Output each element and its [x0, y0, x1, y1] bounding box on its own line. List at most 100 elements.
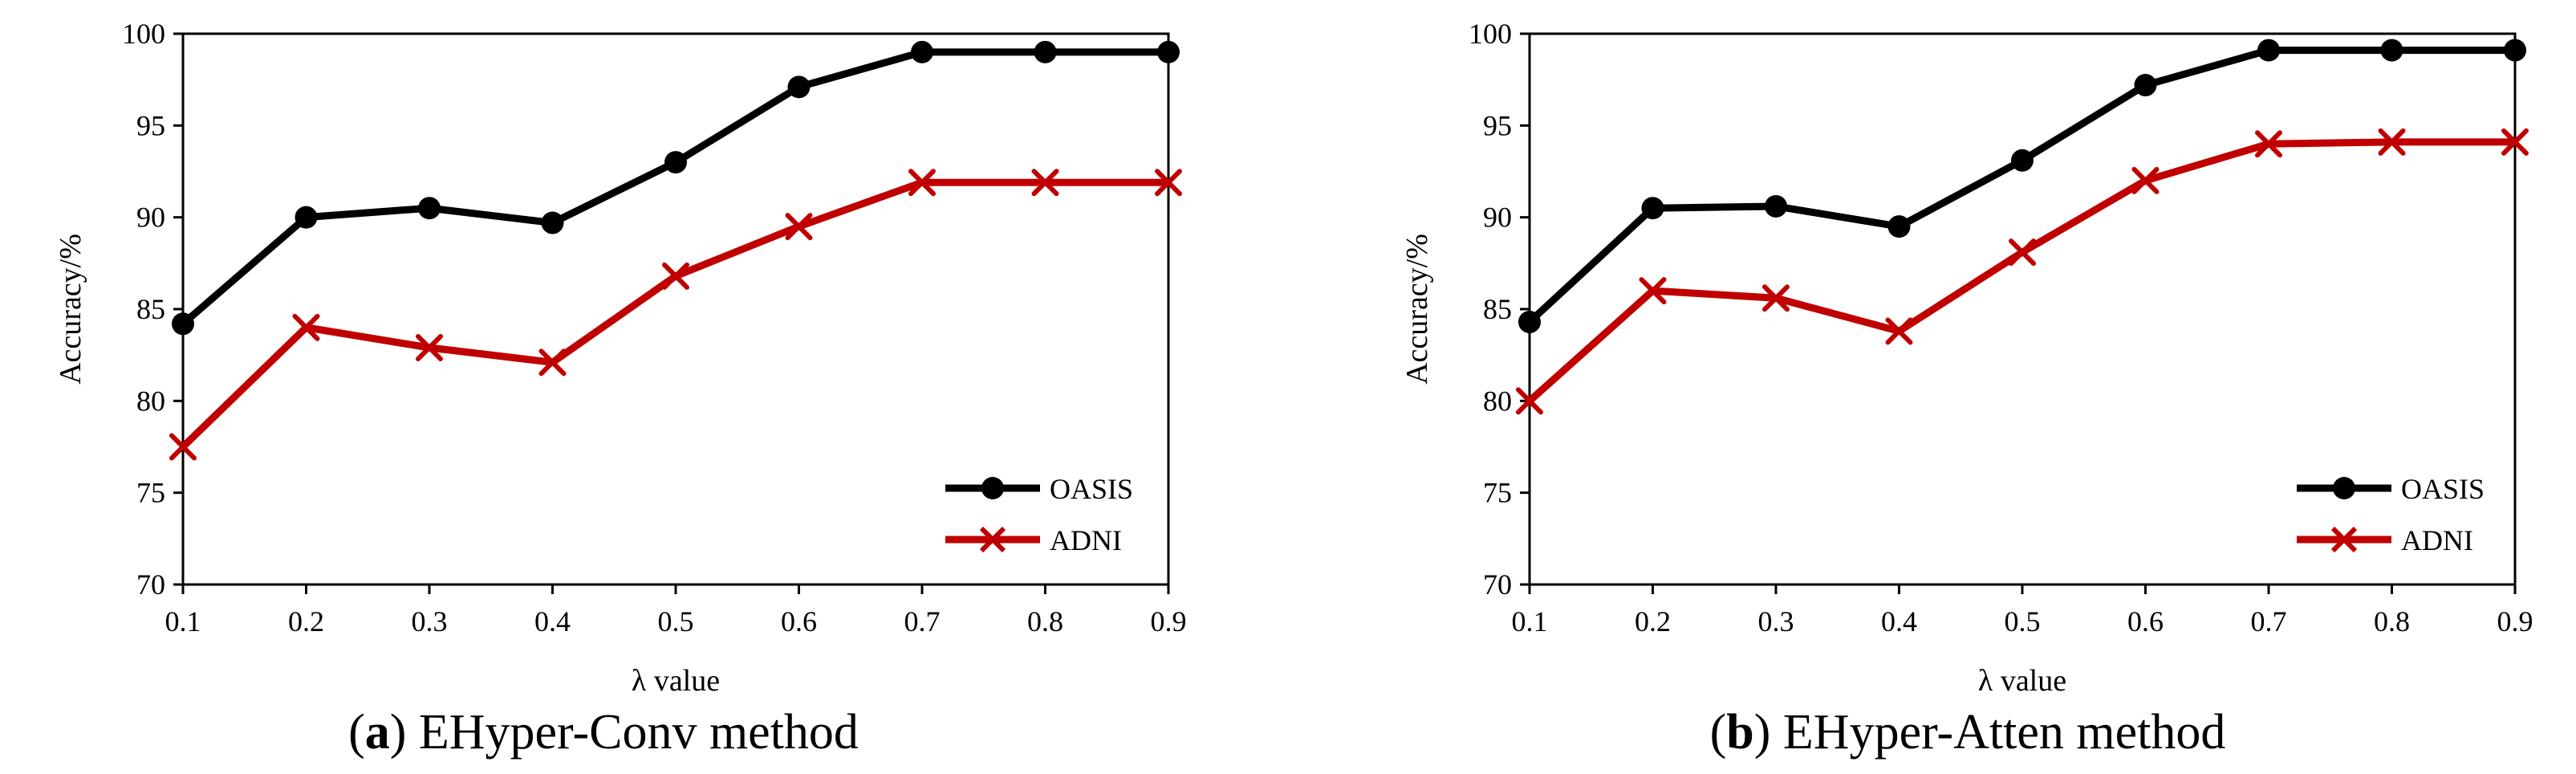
plot-area-frame [1528, 32, 2517, 586]
plot-area-frame [181, 32, 1170, 586]
x-axis-title: λ value [632, 664, 720, 698]
y-tick-label: 85 [1483, 293, 1512, 325]
data-point-oasis [2380, 39, 2403, 62]
data-point-adni [1516, 387, 1543, 415]
data-point-oasis [911, 40, 933, 63]
data-point-oasis [1887, 215, 1911, 238]
data-point-oasis [2134, 74, 2157, 97]
x-tick-label: 0.7 [2251, 605, 2287, 638]
data-point-adni [2501, 128, 2529, 156]
y-tick-label: 100 [1469, 18, 1512, 50]
data-point-adni [1031, 169, 1059, 197]
data-point-adni [538, 348, 567, 377]
data-point-adni [785, 213, 813, 241]
data-point-oasis [2504, 39, 2526, 62]
legend-swatch-marker [2330, 526, 2358, 553]
caption-open-paren: ( [348, 705, 365, 760]
legend: OASIS ADNI [945, 473, 1133, 556]
y-tick-label: 90 [136, 202, 165, 234]
x-tick-label: 0.2 [288, 605, 324, 638]
series-line-adni [179, 178, 1172, 450]
legend-label: OASIS [1050, 473, 1133, 505]
series-oasis [172, 40, 1180, 336]
x-tick-label: 0.1 [165, 605, 201, 638]
legend-label: ADNI [2401, 524, 2473, 556]
data-point-oasis [172, 312, 194, 336]
series-line-oasis [1526, 47, 2519, 326]
y-tick-label: 80 [1483, 385, 1512, 417]
x-tick-label: 0.5 [2005, 605, 2041, 638]
data-point-oasis [1765, 194, 1787, 218]
legend-label: ADNI [1050, 524, 1122, 556]
data-point-adni [1762, 284, 1790, 312]
data-point-oasis [1641, 197, 1664, 220]
data-point-adni [416, 334, 443, 362]
x-tick-label: 0.6 [781, 605, 817, 638]
x-tick-label: 0.4 [1881, 605, 1917, 638]
x-tick-label: 0.2 [1635, 605, 1671, 638]
y-tick-label: 70 [136, 568, 165, 601]
legend-label: OASIS [2401, 473, 2485, 505]
x-tick-label: 0.3 [412, 605, 448, 638]
x-tick-label: 0.7 [904, 605, 941, 638]
data-point-oasis [2257, 39, 2280, 62]
x-tick-label: 0.8 [1027, 605, 1063, 638]
data-point-adni [1155, 169, 1182, 197]
series-line-adni [1526, 138, 2519, 405]
caption-close-paren: ) [1754, 705, 1771, 760]
x-tick-label: 0.5 [658, 605, 694, 638]
legend-swatch-marker [979, 526, 1006, 553]
x-tick-label: 0.6 [2127, 605, 2164, 638]
data-point-oasis [541, 211, 564, 234]
chart-panel-b: 70 75 80 85 90 95 100 0.1 0.2 0.3 0.4 0.5 0.6 0.7 0.8 0… [1400, 18, 2533, 760]
data-point-adni [2378, 128, 2406, 156]
data-point-adni [169, 433, 197, 461]
caption-panel-tag: b [1726, 705, 1753, 760]
y-tick-label: 85 [136, 293, 165, 325]
x-tick-label: 0.3 [1758, 605, 1794, 638]
chart-panel-a: 70 75 80 85 90 95 100 0.1 0.2 0.3 0.4 0.5 0.6 0.7 0.8 0… [54, 18, 1187, 760]
data-point-adni [2009, 238, 2036, 267]
y-tick-label: 100 [122, 18, 165, 50]
data-point-oasis [295, 206, 318, 229]
x-tick-label: 0.4 [534, 605, 571, 638]
caption-text: EHyper-Atten method [1770, 705, 2225, 760]
series-adni [169, 169, 1182, 461]
x-tick-label: 0.1 [1512, 605, 1548, 638]
y-tick-label: 75 [1483, 477, 1512, 509]
data-point-adni [292, 313, 320, 341]
caption-open-paren: ( [1710, 705, 1727, 760]
series-oasis [1518, 39, 2526, 334]
x-tick-label: 0.9 [2497, 605, 2533, 638]
panel-caption: (b) EHyper-Atten method [1710, 705, 2226, 760]
caption-text: EHyper-Conv method [406, 705, 859, 760]
x-axis-title: λ value [1978, 664, 2066, 698]
data-point-oasis [418, 197, 441, 220]
y-axis-title: Accuracy/% [1400, 234, 1434, 385]
panel-caption: (a) EHyper-Conv method [348, 705, 859, 760]
data-point-adni [662, 262, 689, 290]
data-point-oasis [787, 75, 811, 99]
data-point-adni [2255, 130, 2282, 158]
data-point-oasis [664, 151, 687, 174]
data-point-oasis [1034, 40, 1057, 63]
x-tick-label: 0.8 [2374, 605, 2410, 638]
y-tick-label: 90 [1483, 202, 1512, 234]
data-point-oasis [2011, 149, 2034, 172]
y-tick-label: 75 [136, 477, 165, 509]
caption-close-paren: ) [390, 705, 407, 760]
y-tick-label: 80 [136, 385, 165, 417]
series-adni [1516, 128, 2529, 415]
y-tick-label: 70 [1483, 568, 1512, 601]
series-line-oasis [179, 48, 1172, 328]
x-tick-label: 0.9 [1151, 605, 1187, 638]
data-point-adni [1639, 277, 1667, 305]
legend-swatch-marker [2333, 477, 2355, 499]
data-point-adni [2131, 166, 2160, 194]
y-tick-label: 95 [1483, 109, 1512, 141]
legend-swatch-marker [981, 477, 1004, 499]
caption-panel-tag: a [365, 705, 390, 760]
data-point-oasis [1157, 40, 1180, 63]
y-tick-label: 95 [136, 109, 165, 141]
